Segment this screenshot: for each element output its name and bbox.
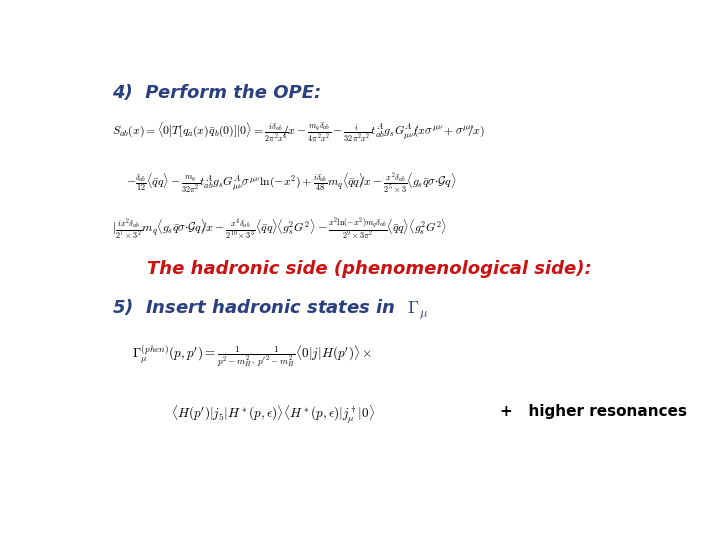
Text: +   higher resonances: + higher resonances bbox=[500, 404, 687, 418]
Text: 5)  Insert hadronic states in  $\Gamma_\mu$: 5) Insert hadronic states in $\Gamma_\mu… bbox=[112, 298, 429, 322]
Text: $\langle H(p')|j_5|H^*(p,\epsilon)\rangle\langle H^*(p,\epsilon)|j^\dagger_\mu|0: $\langle H(p')|j_5|H^*(p,\epsilon)\rangl… bbox=[171, 404, 375, 426]
Text: $\Gamma^{(phen)}_{\mu}(p,p') = \frac{1}{p^2 - m^2_{H^*}} \frac{1}{p'^2 - m^2_{H}: $\Gamma^{(phen)}_{\mu}(p,p') = \frac{1}{… bbox=[132, 343, 372, 369]
Text: $- \frac{\delta_{ab}}{12}\langle\bar{q}q\rangle - \frac{m_q}{32\pi^2}t^A_{ab}g_s: $- \frac{\delta_{ab}}{12}\langle\bar{q}q… bbox=[126, 171, 456, 196]
Text: The hadronic side (phenomenological side):: The hadronic side (phenomenological side… bbox=[147, 260, 591, 278]
Text: $S_{ab}(x) = \langle 0|T[q_a(x)\bar{q}_b(0)]|0\rangle = \frac{i\delta_{ab}}{2\pi: $S_{ab}(x) = \langle 0|T[q_a(x)\bar{q}_b… bbox=[112, 121, 485, 144]
Text: $| \frac{ix^2\delta_{ab}}{2^7\times 3^2}m_q\langle g_s\bar{q}\sigma{\cdot}\mathc: $| \frac{ix^2\delta_{ab}}{2^7\times 3^2}… bbox=[112, 215, 448, 242]
Text: 4)  Perform the OPE:: 4) Perform the OPE: bbox=[112, 84, 322, 102]
